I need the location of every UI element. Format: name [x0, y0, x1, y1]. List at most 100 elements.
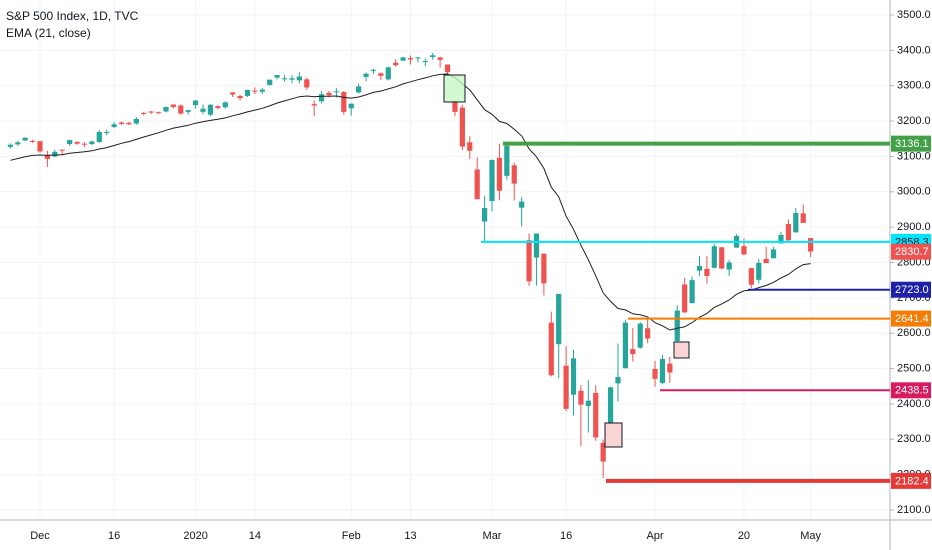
- candle-body: [696, 266, 703, 271]
- candle-body: [304, 79, 310, 88]
- candle-body: [793, 212, 799, 233]
- y-tick-label: 3200.0: [897, 115, 931, 127]
- candle-body: [489, 159, 495, 201]
- price-badge: [891, 382, 931, 399]
- candle-body: [155, 112, 162, 114]
- candle-body: [326, 92, 332, 96]
- candle-body: [711, 246, 717, 268]
- chart-title: S&P 500 Index, 1D, TVC: [6, 9, 139, 23]
- price-badge: [891, 135, 931, 152]
- candle-body: [482, 208, 488, 222]
- candle-body: [111, 124, 117, 128]
- candle-body: [407, 58, 414, 60]
- candle-body: [163, 106, 169, 112]
- candle-body: [222, 102, 228, 108]
- candle-body: [763, 258, 769, 264]
- candle-body: [185, 110, 191, 112]
- y-tick-label: 3100.0: [897, 150, 931, 162]
- candle-body: [296, 76, 302, 81]
- candle-body: [652, 368, 658, 379]
- candle-body: [593, 392, 599, 438]
- candle-body: [252, 90, 258, 92]
- candle-body: [267, 79, 273, 85]
- ema-line: [10, 73, 811, 331]
- y-tick-label: 3400.0: [897, 44, 931, 56]
- drawing-box: [604, 422, 623, 448]
- y-tick-label: 2500.0: [897, 362, 931, 374]
- candle-body: [556, 293, 562, 345]
- candle-body: [533, 233, 540, 258]
- levels: 3136.12858.32830.72723.02641.42438.52182…: [481, 135, 931, 489]
- price-badge: [891, 281, 931, 298]
- candle-body: [29, 140, 36, 142]
- x-tick-label: Dec: [30, 530, 50, 542]
- candle-body: [756, 262, 762, 280]
- x-tick-label: 16: [560, 530, 572, 542]
- candle-body: [126, 122, 132, 125]
- candle-body: [96, 132, 102, 142]
- x-tick-label: 16: [108, 530, 120, 542]
- x-tick-label: Apr: [646, 530, 663, 542]
- candle-body: [452, 100, 458, 112]
- y-tick-label: 2600.0: [897, 327, 931, 339]
- candle-body: [67, 140, 73, 145]
- candle-body: [59, 149, 65, 151]
- candle-body: [104, 132, 110, 134]
- price-badge: [891, 243, 931, 260]
- candle-body: [474, 169, 480, 200]
- candle-body: [178, 105, 184, 114]
- candle-body: [311, 104, 317, 106]
- candle-body: [444, 64, 451, 73]
- candle-body: [52, 151, 58, 157]
- candle-body: [422, 60, 428, 62]
- candle-body: [689, 280, 695, 304]
- candle-body: [570, 358, 577, 395]
- candle-body: [615, 377, 621, 384]
- x-tick-label: 2020: [183, 530, 207, 542]
- candle-body: [200, 108, 206, 112]
- candle-body: [415, 57, 421, 59]
- candle-body: [682, 284, 688, 313]
- x-tick-label: 14: [249, 530, 261, 542]
- candle-body: [645, 328, 651, 339]
- x-tick-label: 13: [404, 530, 416, 542]
- candle-body: [548, 322, 554, 376]
- candle-body: [7, 144, 13, 147]
- price-badge-label: 2723.0: [895, 284, 929, 296]
- candle-body: [22, 137, 28, 141]
- y-tick-label: 2100.0: [897, 504, 931, 516]
- candle-body: [393, 62, 399, 66]
- candle-body: [318, 94, 325, 102]
- candle-body: [274, 75, 280, 78]
- candle-body: [667, 363, 673, 373]
- candle-body: [44, 154, 51, 159]
- y-tick-label: 2300.0: [897, 433, 931, 445]
- candle-body: [800, 213, 806, 223]
- x-tick-label: Mar: [483, 530, 502, 542]
- candle-body: [81, 143, 88, 145]
- candle-body: [504, 145, 510, 176]
- price-badge-label: 2438.5: [895, 385, 929, 397]
- price-badge-label: 2182.4: [895, 475, 929, 487]
- candle-body: [385, 67, 391, 80]
- candle-body: [215, 106, 221, 108]
- candle-body: [281, 78, 288, 80]
- candle-body: [141, 112, 147, 114]
- y-tick-label: 2400.0: [897, 398, 931, 410]
- x-tick-label: May: [800, 530, 821, 542]
- price-badge: [891, 310, 931, 327]
- y-tick-label: 3000.0: [897, 186, 931, 198]
- candle-body: [741, 246, 747, 255]
- candle-body: [193, 100, 199, 106]
- candle-body: [511, 165, 517, 184]
- candle-body: [704, 268, 710, 276]
- candle-body: [15, 142, 21, 145]
- candle-body: [89, 141, 95, 145]
- indicator-legend: EMA (21, close): [6, 26, 91, 40]
- candle-body: [659, 359, 666, 384]
- candle-body: [541, 253, 547, 284]
- x-tick-label: 20: [738, 530, 750, 542]
- candle-body: [630, 349, 636, 355]
- candle-body: [674, 310, 680, 341]
- candle-body: [437, 57, 443, 60]
